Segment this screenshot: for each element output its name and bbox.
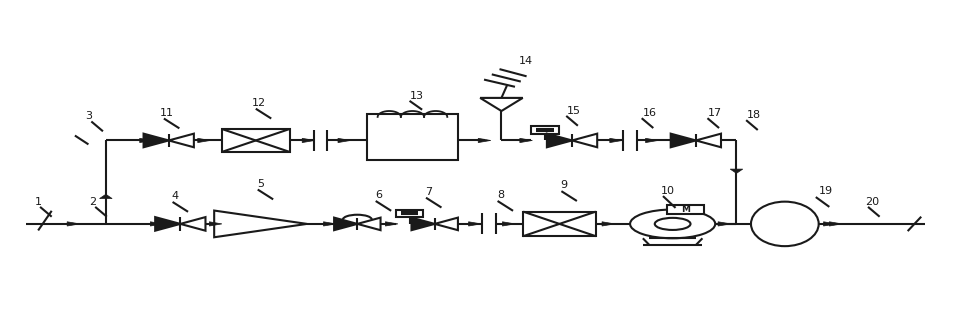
Text: 13: 13 xyxy=(410,90,423,101)
Polygon shape xyxy=(434,217,457,230)
Text: 1: 1 xyxy=(35,197,42,207)
Polygon shape xyxy=(385,222,397,226)
Polygon shape xyxy=(150,222,163,226)
Polygon shape xyxy=(717,222,730,226)
Text: 17: 17 xyxy=(707,108,722,118)
Polygon shape xyxy=(468,222,481,226)
Polygon shape xyxy=(155,217,180,231)
Ellipse shape xyxy=(750,202,818,246)
Text: 19: 19 xyxy=(818,186,831,196)
Circle shape xyxy=(654,218,690,230)
Polygon shape xyxy=(100,194,112,199)
Polygon shape xyxy=(480,98,522,111)
Text: 5: 5 xyxy=(257,179,264,188)
Bar xyxy=(522,212,595,236)
Polygon shape xyxy=(333,217,357,230)
Polygon shape xyxy=(823,222,835,226)
Polygon shape xyxy=(547,134,572,147)
Bar xyxy=(531,126,558,134)
Polygon shape xyxy=(572,134,597,147)
Polygon shape xyxy=(180,217,205,231)
Polygon shape xyxy=(730,169,742,173)
Polygon shape xyxy=(411,217,434,230)
Polygon shape xyxy=(302,138,315,143)
Polygon shape xyxy=(602,222,614,226)
Polygon shape xyxy=(140,138,152,143)
Circle shape xyxy=(630,210,714,238)
Text: 12: 12 xyxy=(251,98,266,108)
Polygon shape xyxy=(670,134,695,147)
Polygon shape xyxy=(143,134,169,147)
Polygon shape xyxy=(502,222,515,226)
Text: 6: 6 xyxy=(375,190,382,200)
Polygon shape xyxy=(645,138,657,143)
Text: 9: 9 xyxy=(560,180,567,190)
Polygon shape xyxy=(214,211,307,237)
Text: 2: 2 xyxy=(88,197,96,207)
Polygon shape xyxy=(357,217,380,230)
Polygon shape xyxy=(67,222,79,226)
Text: 16: 16 xyxy=(641,108,656,118)
Text: 11: 11 xyxy=(160,108,173,117)
Polygon shape xyxy=(337,138,350,143)
Bar xyxy=(366,114,458,160)
Text: 8: 8 xyxy=(496,190,504,200)
Text: M: M xyxy=(680,205,689,214)
Text: 3: 3 xyxy=(85,111,92,121)
Text: 14: 14 xyxy=(518,55,532,66)
Polygon shape xyxy=(695,134,720,147)
Text: 20: 20 xyxy=(864,197,878,207)
Text: 18: 18 xyxy=(746,110,760,120)
Bar xyxy=(222,129,290,152)
Polygon shape xyxy=(519,138,532,143)
Text: 15: 15 xyxy=(567,106,580,116)
Polygon shape xyxy=(169,134,194,147)
Polygon shape xyxy=(209,222,222,226)
Polygon shape xyxy=(323,222,335,226)
Text: 7: 7 xyxy=(424,187,432,197)
Polygon shape xyxy=(198,138,210,143)
Bar xyxy=(667,205,703,214)
Bar xyxy=(395,210,422,217)
Polygon shape xyxy=(478,138,490,143)
Text: 4: 4 xyxy=(172,191,179,201)
Polygon shape xyxy=(610,138,622,143)
Text: 10: 10 xyxy=(660,186,674,196)
Polygon shape xyxy=(828,222,841,226)
